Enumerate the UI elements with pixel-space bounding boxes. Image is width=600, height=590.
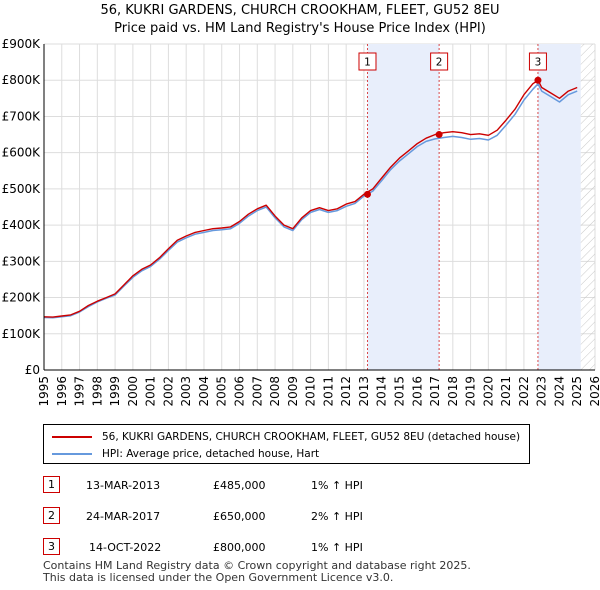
footer-licence: This data is licensed under the Open Gov… <box>43 571 394 584</box>
x-tick-label: 2017 <box>428 376 442 407</box>
x-tick-label: 2001 <box>144 376 158 407</box>
sale-label: 2 <box>436 57 443 69</box>
footer-copyright: Contains HM Land Registry data © Crown c… <box>43 559 471 572</box>
x-tick-label: 2016 <box>410 376 424 407</box>
x-tick-label: 2004 <box>197 376 211 407</box>
footer: Contains HM Land Registry data © Crown c… <box>43 560 471 584</box>
x-tick-label: 2008 <box>268 376 282 407</box>
x-tick-label: 2022 <box>517 376 531 407</box>
sale-label-box <box>358 52 377 71</box>
transaction-change: 2% ↑ HPI <box>311 510 363 523</box>
legend-swatch-hpi <box>52 453 92 455</box>
x-tick-label: 2014 <box>375 376 389 407</box>
x-tick-label: 2025 <box>570 376 584 407</box>
y-tick-label: £700K <box>2 109 42 123</box>
x-tick-label: 2006 <box>233 376 247 407</box>
y-tick-label: £500K <box>2 182 42 196</box>
sale-label-box <box>528 52 547 71</box>
x-tick-label: 2009 <box>286 376 300 407</box>
x-tick-label: 2020 <box>481 376 495 407</box>
x-tick-label: 2026 <box>588 376 600 407</box>
transaction-change: 1% ↑ HPI <box>311 541 363 554</box>
transaction-change: 1% ↑ HPI <box>311 479 363 492</box>
sale-interval-shade <box>367 44 440 370</box>
transaction-price: £485,000 <box>213 479 266 492</box>
sale-point <box>534 76 542 84</box>
transaction-price: £650,000 <box>213 510 266 523</box>
x-tick-label: 2023 <box>535 376 549 407</box>
y-tick-label: £100K <box>2 327 42 341</box>
x-tick-label: 2013 <box>357 376 371 407</box>
sale-label: 3 <box>535 57 542 69</box>
plot-area <box>44 44 595 370</box>
x-tick-label: 1997 <box>73 376 87 407</box>
legend-item-property: 56, KUKRI GARDENS, CHURCH CROOKHAM, FLEE… <box>52 429 520 445</box>
transaction-badge: 2 <box>43 507 60 524</box>
y-tick-label: £400K <box>2 218 42 232</box>
chart-title: 56, KUKRI GARDENS, CHURCH CROOKHAM, FLEE… <box>100 3 500 18</box>
x-tick-label: 2011 <box>321 376 335 407</box>
legend-label-hpi: HPI: Average price, detached house, Hart <box>102 448 320 460</box>
transaction-badge: 3 <box>43 538 60 555</box>
x-tick-label: 1995 <box>37 376 51 407</box>
hpi-line <box>43 83 578 319</box>
y-tick-label: £300K <box>2 254 42 268</box>
x-tick-label: 2012 <box>339 376 353 407</box>
x-tick-label: 2021 <box>499 376 513 407</box>
chart-subtitle: Price paid vs. HM Land Registry's House … <box>114 21 486 36</box>
legend-item-hpi: HPI: Average price, detached house, Hart <box>52 446 319 462</box>
x-tick-label: 2005 <box>215 376 229 407</box>
y-tick-label: £800K <box>2 73 42 87</box>
sale-point <box>435 131 443 139</box>
x-tick-label: 2019 <box>464 376 478 407</box>
x-tick-label: 2000 <box>126 376 140 407</box>
x-tick-label: 2010 <box>304 376 318 407</box>
legend-swatch-property <box>52 436 92 438</box>
x-tick-label: 1999 <box>108 376 122 407</box>
x-tick-label: 2007 <box>250 376 264 407</box>
x-tick-label: 2003 <box>179 376 193 407</box>
transaction-price: £800,000 <box>213 541 266 554</box>
y-tick-label: £900K <box>2 37 42 51</box>
x-tick-label: 2018 <box>446 376 460 407</box>
legend: 56, KUKRI GARDENS, CHURCH CROOKHAM, FLEE… <box>43 424 530 464</box>
transaction-date: 24-MAR-2017 <box>86 510 161 523</box>
y-tick-label: £0 <box>25 363 40 377</box>
y-tick-label: £200K <box>2 291 42 305</box>
transaction-date: 13-MAR-2013 <box>86 479 161 492</box>
legend-label-property: 56, KUKRI GARDENS, CHURCH CROOKHAM, FLEE… <box>102 431 521 443</box>
sale-point <box>363 190 371 198</box>
x-tick-label: 2015 <box>392 376 406 407</box>
transaction-date: 14-OCT-2022 <box>89 541 162 554</box>
x-tick-label: 1998 <box>90 376 104 407</box>
sale-label-box <box>430 52 449 71</box>
transaction-row: 2 24-MAR-2017 £650,000 2% ↑ HPI <box>43 507 463 527</box>
transaction-badge: 1 <box>43 476 60 493</box>
transaction-row: 3 14-OCT-2022 £800,000 1% ↑ HPI <box>43 538 463 558</box>
price-chart: 1 2 3 £0 £100K £200K £300K £400K £500K £600K £700… <box>2 37 600 407</box>
x-tick-label: 1996 <box>55 376 69 407</box>
x-tick-label: 2024 <box>552 376 566 407</box>
y-tick-label: £600K <box>2 146 42 160</box>
forecast-hatch <box>580 44 595 370</box>
property-price-line <box>43 79 578 318</box>
transaction-row: 1 13-MAR-2013 £485,000 1% ↑ HPI <box>43 476 463 496</box>
sale-label: 1 <box>364 57 371 69</box>
x-tick-label: 2002 <box>161 376 175 407</box>
